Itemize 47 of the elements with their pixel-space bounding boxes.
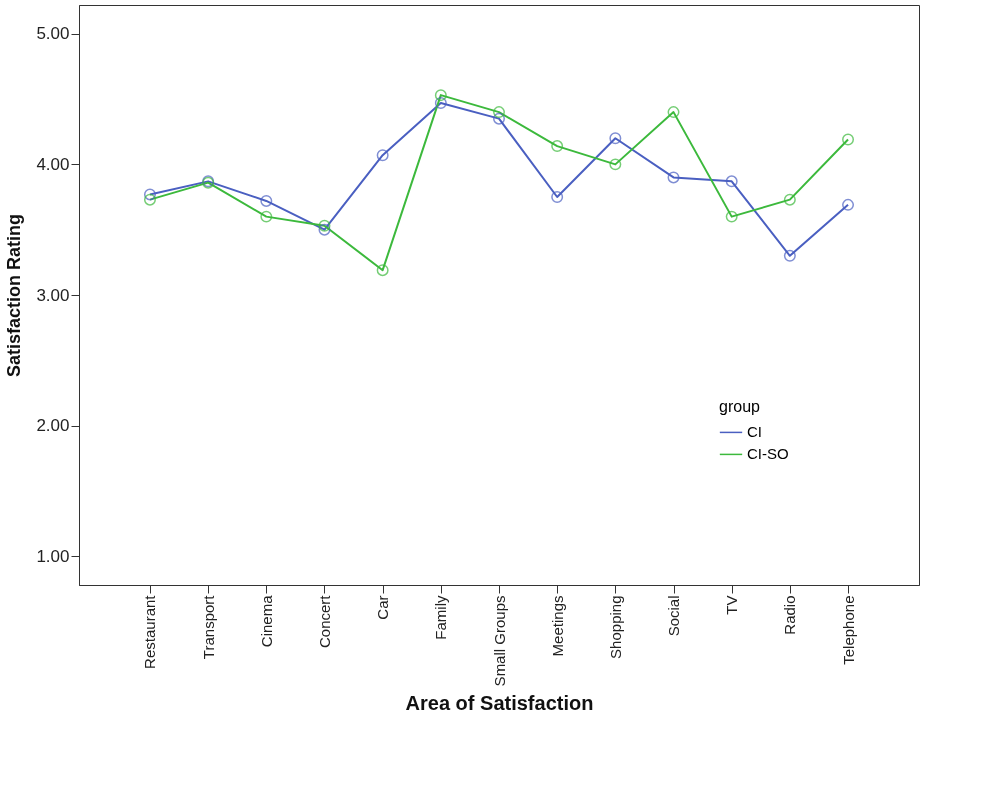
x-tick-label: Shopping [606,595,624,659]
x-tick-label: Small Groups [490,595,508,687]
point [143,188,156,201]
point [376,149,389,162]
x-tick-label: Family [432,595,450,640]
point [609,158,622,171]
legend-label: CI-SO [747,445,789,463]
y-tick-label: 5.00 [36,24,70,44]
x-tick-label: Restaurant [141,594,159,669]
x-tick-label: Concert [315,594,333,649]
legend-label: CI [747,423,762,441]
point [260,194,273,207]
point [434,96,447,109]
point [260,210,273,223]
point [434,89,447,102]
x-tick-label: Cinema [257,594,275,648]
point [725,175,738,188]
point [667,106,680,119]
point [609,132,622,145]
y-tick-label: 1.00 [36,546,70,566]
point [783,249,796,262]
x-tick-label: Radio [781,595,799,635]
y-tick-label: 4.00 [36,154,70,174]
point [842,198,855,211]
point [783,193,796,206]
point [842,133,855,146]
x-tick-label: Car [374,595,392,620]
y-tick-label: 2.00 [36,416,70,436]
point [551,140,564,153]
point [493,112,505,125]
point [376,264,389,277]
x-tick-label: TV [723,595,741,615]
point [493,106,505,119]
point [725,210,738,223]
point [318,223,331,236]
x-tick-label: Telephone [839,595,857,665]
point [318,219,331,232]
x-tick-label: Transport [199,594,217,660]
x-tick-label: Social [665,595,683,637]
y-tick-label: 3.00 [36,285,70,305]
point [551,191,564,204]
point [667,171,680,184]
point [143,193,156,206]
y-axis-title: Satisfaction Rating [4,213,25,378]
x-axis-title: Area of Satisfaction [405,692,594,715]
x-tick-label: Meetings [548,595,566,657]
legend-title: group [719,398,761,416]
